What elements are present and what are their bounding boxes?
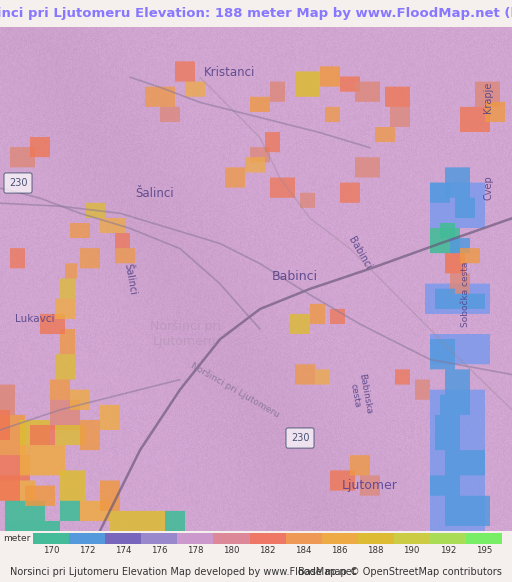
Text: meter: meter (4, 534, 31, 543)
Bar (141, 533, 178, 544)
Bar (249, 533, 286, 544)
Bar (394, 533, 430, 544)
FancyBboxPatch shape (4, 173, 32, 193)
Text: 170: 170 (43, 546, 59, 555)
Text: 174: 174 (115, 546, 132, 555)
Text: Norsinci pri Ljutomeru Elevation Map developed by www.FloodMap.net: Norsinci pri Ljutomeru Elevation Map dev… (10, 567, 356, 577)
Text: 176: 176 (151, 546, 167, 555)
Text: 172: 172 (79, 546, 96, 555)
Bar (286, 533, 322, 544)
Text: Ljutomer: Ljutomer (342, 479, 398, 492)
Text: Babinci: Babinci (272, 270, 318, 283)
Text: 195: 195 (476, 546, 492, 555)
Bar (466, 533, 502, 544)
Text: 180: 180 (223, 546, 240, 555)
FancyBboxPatch shape (286, 428, 314, 448)
Text: 230: 230 (9, 178, 27, 188)
Text: Noršinci pri
Ljutomeru: Noršinci pri Ljutomeru (150, 320, 221, 348)
Text: 192: 192 (439, 546, 456, 555)
Bar (105, 533, 141, 544)
Bar (322, 533, 357, 544)
Text: Lukavci: Lukavci (15, 314, 55, 324)
Bar (214, 533, 249, 544)
Text: Base map © OpenStreetMap contributors: Base map © OpenStreetMap contributors (298, 567, 502, 577)
Text: Norsinci pri Ljutomeru Elevation: 188 meter Map by www.FloodMap.net (beta): Norsinci pri Ljutomeru Elevation: 188 me… (0, 7, 512, 20)
Text: Šalinci: Šalinci (136, 187, 174, 200)
Bar (430, 533, 466, 544)
Text: Babinci: Babinci (347, 236, 373, 272)
Text: Babinska
cesta: Babinska cesta (347, 373, 373, 417)
Text: Cvep: Cvep (483, 176, 493, 200)
Text: Kristanci: Kristanci (204, 66, 255, 79)
Bar (69, 533, 105, 544)
Text: Noršinci pri Ljutomeru: Noršinci pri Ljutomeru (189, 360, 281, 419)
Bar (178, 533, 214, 544)
Text: 188: 188 (368, 546, 384, 555)
Text: 182: 182 (259, 546, 276, 555)
Bar (357, 533, 394, 544)
Text: Sobočka cesta: Sobočka cesta (460, 261, 470, 327)
Text: Krapje: Krapje (483, 81, 493, 113)
Bar (33, 533, 69, 544)
Text: 178: 178 (187, 546, 204, 555)
Text: 230: 230 (291, 433, 309, 443)
Text: Šalinci: Šalinci (122, 262, 138, 296)
Text: 190: 190 (403, 546, 420, 555)
Text: 184: 184 (295, 546, 312, 555)
Text: 186: 186 (331, 546, 348, 555)
